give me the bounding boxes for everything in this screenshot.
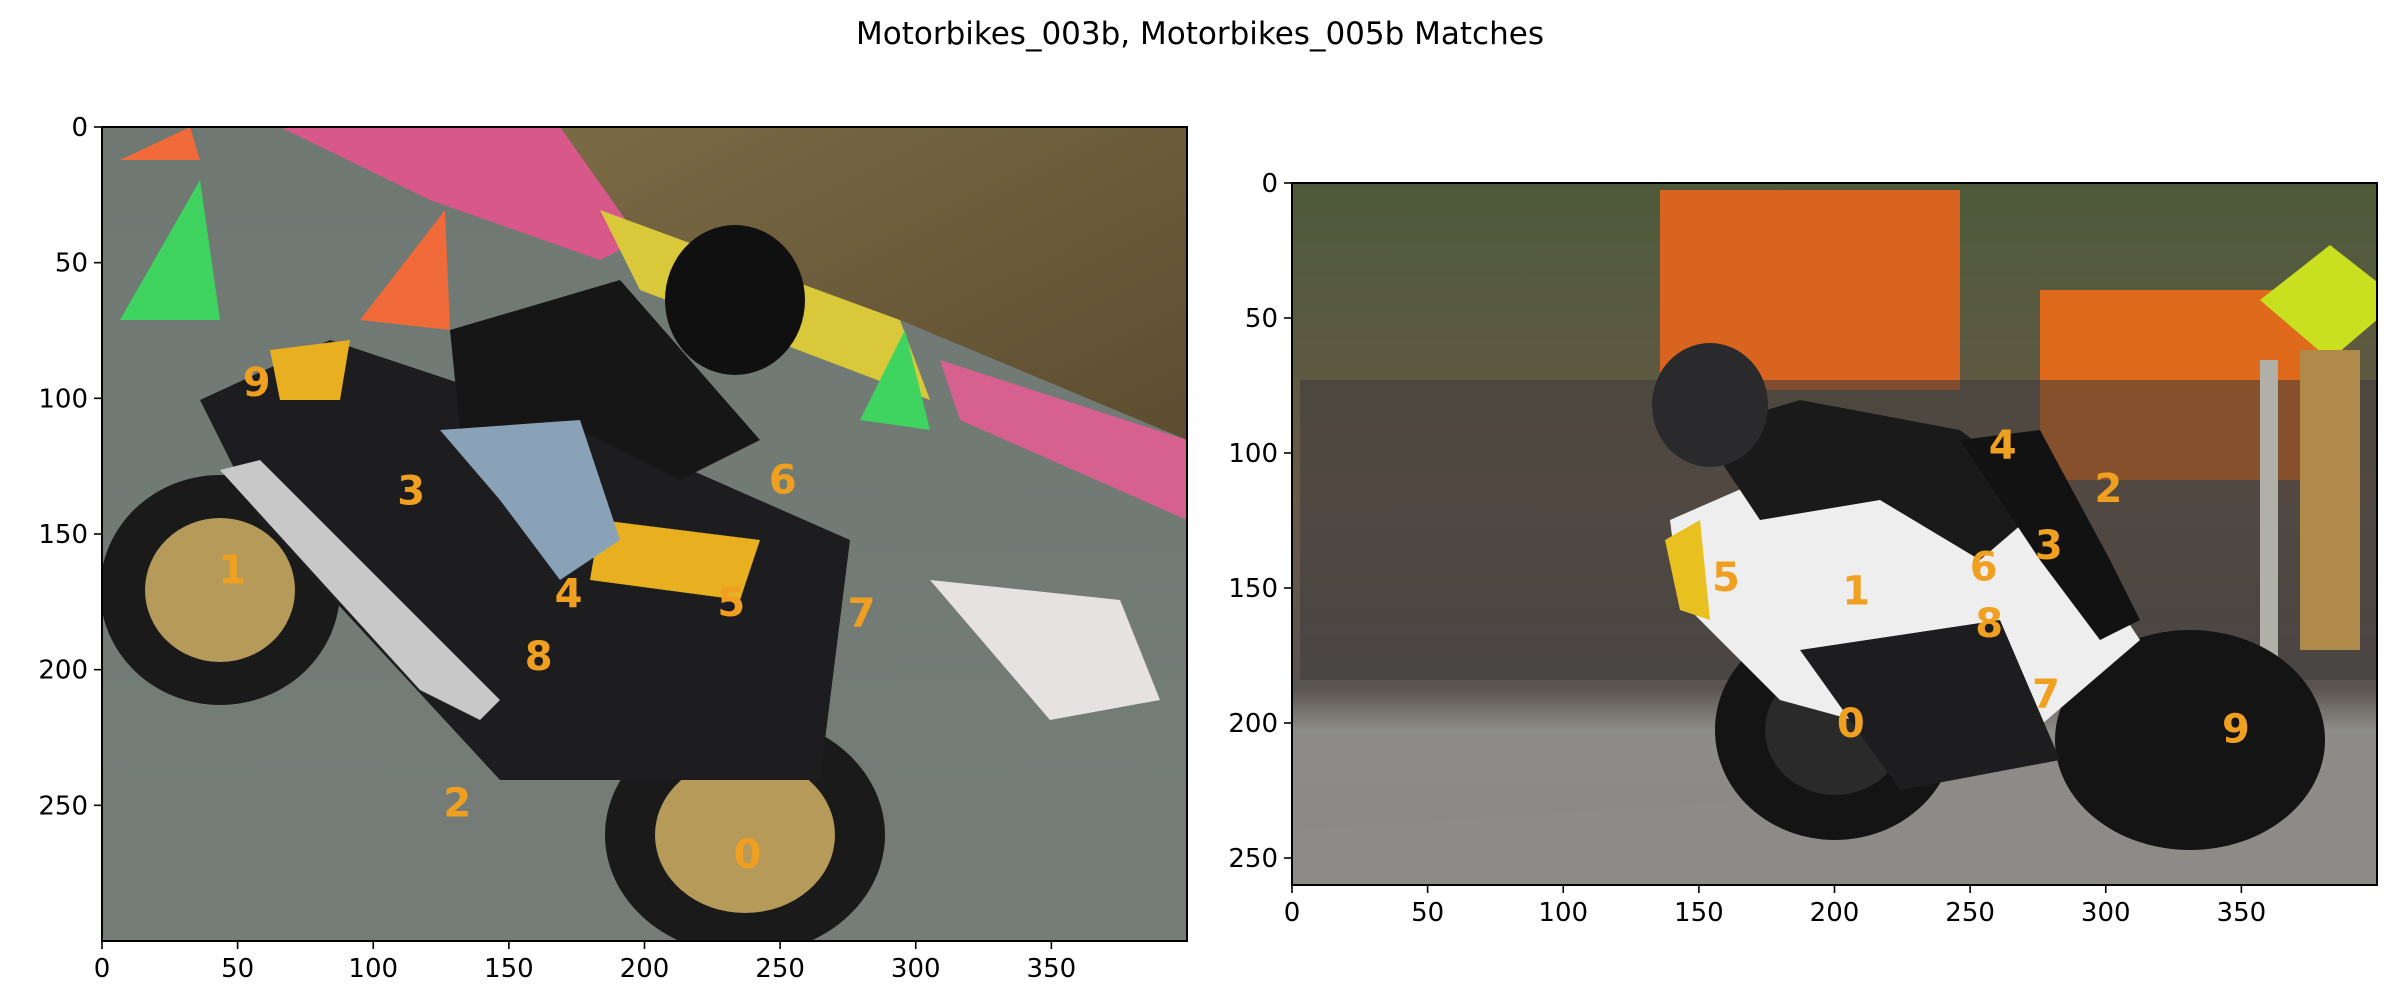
left-keypoint-5: 5 (717, 580, 745, 626)
right-x-tick-label: 250 (1945, 898, 1995, 928)
right-keypoint-2: 2 (2095, 466, 2123, 512)
left-x-tick-label: 250 (755, 954, 805, 984)
right-keypoint-6: 6 (1970, 544, 1998, 590)
rear-wheel (2055, 630, 2325, 850)
right-x-tick-label: 300 (2081, 898, 2131, 928)
left-keypoints: 0 1 2 3 4 5 6 7 8 9 (218, 360, 875, 878)
figure-title: Motorbikes_003b, Motorbikes_005b Matches (856, 16, 1544, 52)
right-keypoint-8: 8 (1975, 601, 2003, 647)
right-y-tick-label: 250 (1228, 844, 1278, 874)
right-keypoint-7: 7 (2032, 671, 2060, 717)
rider-jacket (450, 280, 760, 480)
left-keypoint-2: 2 (443, 781, 471, 827)
right-y-tick-label: 100 (1228, 439, 1278, 469)
orange-cone (360, 210, 450, 330)
left-keypoint-8: 8 (525, 634, 553, 680)
bike-body (200, 340, 850, 780)
left-keypoint-7: 7 (848, 591, 876, 637)
right-keypoint-3: 3 (2035, 523, 2063, 569)
left-keypoint-9: 9 (243, 360, 271, 406)
left-y-tick-label: 0 (71, 113, 88, 143)
right-keypoint-5: 5 (1712, 555, 1740, 601)
left-x-tick-label: 300 (891, 954, 941, 984)
right-y-tick-label: 50 (1245, 304, 1278, 334)
helmet (665, 225, 805, 375)
left-x-tick-label: 200 (620, 954, 670, 984)
green-cone (120, 180, 220, 320)
left-y-tick-label: 200 (38, 656, 88, 686)
right-x-tick-label: 50 (1411, 898, 1444, 928)
left-keypoint-6: 6 (769, 458, 797, 504)
left-y-tick-label: 100 (38, 384, 88, 414)
left-keypoint-3: 3 (397, 469, 425, 515)
left-x-tick-label: 150 (484, 954, 534, 984)
right-x-tick-label: 350 (2217, 898, 2267, 928)
right-x-tick-label: 100 (1538, 898, 1588, 928)
right-y-tick-label: 200 (1228, 709, 1278, 739)
left-y-tick-label: 50 (55, 249, 88, 279)
right-keypoint-1: 1 (1842, 569, 1870, 615)
right-keypoint-4: 4 (1989, 423, 2017, 469)
left-x-tick-label: 350 (1027, 954, 1077, 984)
helmet (1652, 343, 1768, 467)
right-subplot: 0 50 100 150 200 250 300 350 0 50 100 150 200 250 0 1 2… (1228, 169, 2378, 928)
right-x-tick-label: 200 (1810, 898, 1860, 928)
left-x-tick-label: 100 (348, 954, 398, 984)
rider-jeans (440, 420, 620, 580)
right-x-tick-label: 0 (1284, 898, 1301, 928)
left-keypoint-1: 1 (218, 547, 246, 593)
left-photo (102, 127, 1187, 941)
left-keypoint-0: 0 (734, 832, 762, 878)
left-subplot: 0 50 100 150 200 250 300 350 0 50 100 150 200 250 0 1 2… (38, 113, 1188, 984)
left-y-tick-label: 150 (38, 520, 88, 550)
right-x-tick-label: 150 (1674, 898, 1724, 928)
right-photo (1292, 183, 2377, 885)
left-y-tick-label: 250 (38, 791, 88, 821)
left-keypoint-4: 4 (555, 572, 583, 618)
right-keypoint-0: 0 (1837, 701, 1865, 747)
bicycle-sign (2260, 245, 2377, 360)
right-keypoint-9: 9 (2222, 706, 2250, 752)
right-y-tick-label: 150 (1228, 574, 1278, 604)
left-x-tick-label: 0 (94, 954, 111, 984)
right-y-tick-label: 0 (1261, 169, 1278, 199)
left-x-tick-label: 50 (221, 954, 254, 984)
